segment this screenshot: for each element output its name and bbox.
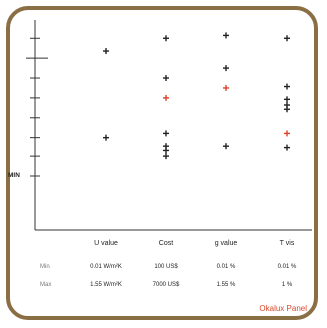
table-cell: 7000 US$	[152, 282, 180, 288]
column-label: g value	[214, 240, 238, 247]
highlight-point	[284, 130, 290, 137]
data-point	[284, 106, 290, 113]
row-label: Max	[40, 282, 52, 288]
table-cell: 0.01 %	[216, 264, 236, 270]
data-point	[284, 83, 290, 90]
row-label: Min	[40, 264, 50, 270]
table-cell: 100 US$	[154, 264, 178, 270]
highlight-point	[163, 94, 169, 101]
table-cell: 1.55 W/m²K	[90, 282, 122, 288]
data-point	[284, 144, 290, 151]
data-point	[223, 65, 229, 72]
data-point	[163, 75, 169, 82]
data-point	[284, 96, 290, 103]
panel-frame	[6, 6, 318, 320]
highlight-point	[223, 84, 229, 91]
table-cell: 1.55 %	[216, 282, 236, 288]
data-point	[163, 35, 169, 42]
min-axis-label: MIN	[8, 172, 20, 179]
column-label: U value	[94, 240, 118, 247]
table-cell: 0.01 %	[277, 264, 297, 270]
data-point	[223, 143, 229, 150]
brand-label: Okalux Panel	[259, 304, 307, 313]
table-cell: 1 %	[281, 282, 293, 288]
table-cell: 0.01 W/m²K	[90, 264, 122, 270]
data-point	[223, 32, 229, 39]
column-label: Cost	[158, 240, 174, 247]
data-point	[284, 35, 290, 42]
data-point	[103, 48, 109, 55]
data-point	[163, 153, 169, 160]
column-label: T vis	[279, 240, 295, 247]
data-point	[163, 147, 169, 154]
data-point	[103, 134, 109, 141]
data-point	[163, 130, 169, 137]
